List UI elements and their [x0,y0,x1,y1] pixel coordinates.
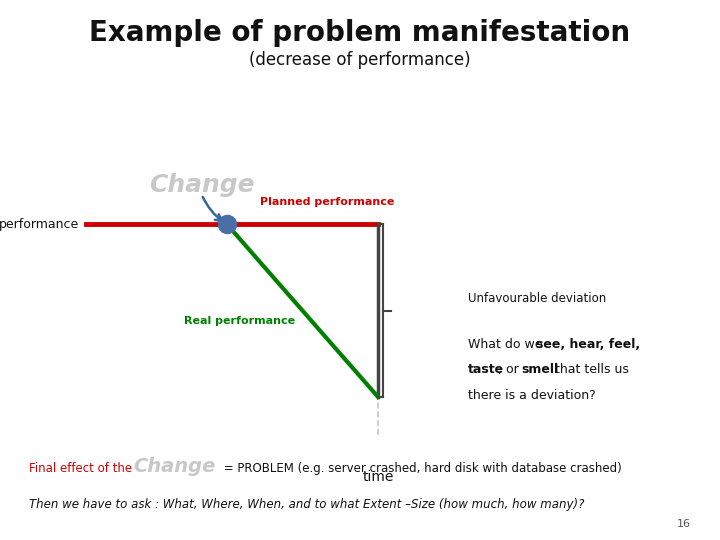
Text: see, hear, feel,: see, hear, feel, [536,338,641,350]
Text: 16: 16 [678,519,691,529]
Text: Example of problem manifestation: Example of problem manifestation [89,19,631,47]
Text: (decrease of performance): (decrease of performance) [249,51,471,69]
Text: performance: performance [0,218,79,231]
Text: time: time [362,470,394,484]
Text: Then we have to ask : What, Where, When, and to what Extent –Size (how much, how: Then we have to ask : What, Where, When,… [29,498,584,511]
Text: Change: Change [133,457,215,476]
Text: , or: , or [498,363,522,376]
Text: Change: Change [149,173,254,197]
Text: smell: smell [521,363,559,376]
Text: Unfavourable deviation: Unfavourable deviation [468,292,606,305]
Text: Planned performance: Planned performance [261,197,395,206]
Text: Final effect of the: Final effect of the [29,462,135,475]
Text: taste: taste [468,363,504,376]
Text: = PROBLEM (e.g. server crashed, hard disk with database crashed): = PROBLEM (e.g. server crashed, hard dis… [220,462,621,475]
Text: What do we: What do we [468,338,546,350]
Text: there is a deviation?: there is a deviation? [468,389,595,402]
Text: Real performance: Real performance [184,316,294,326]
Text: that tells us: that tells us [551,363,629,376]
